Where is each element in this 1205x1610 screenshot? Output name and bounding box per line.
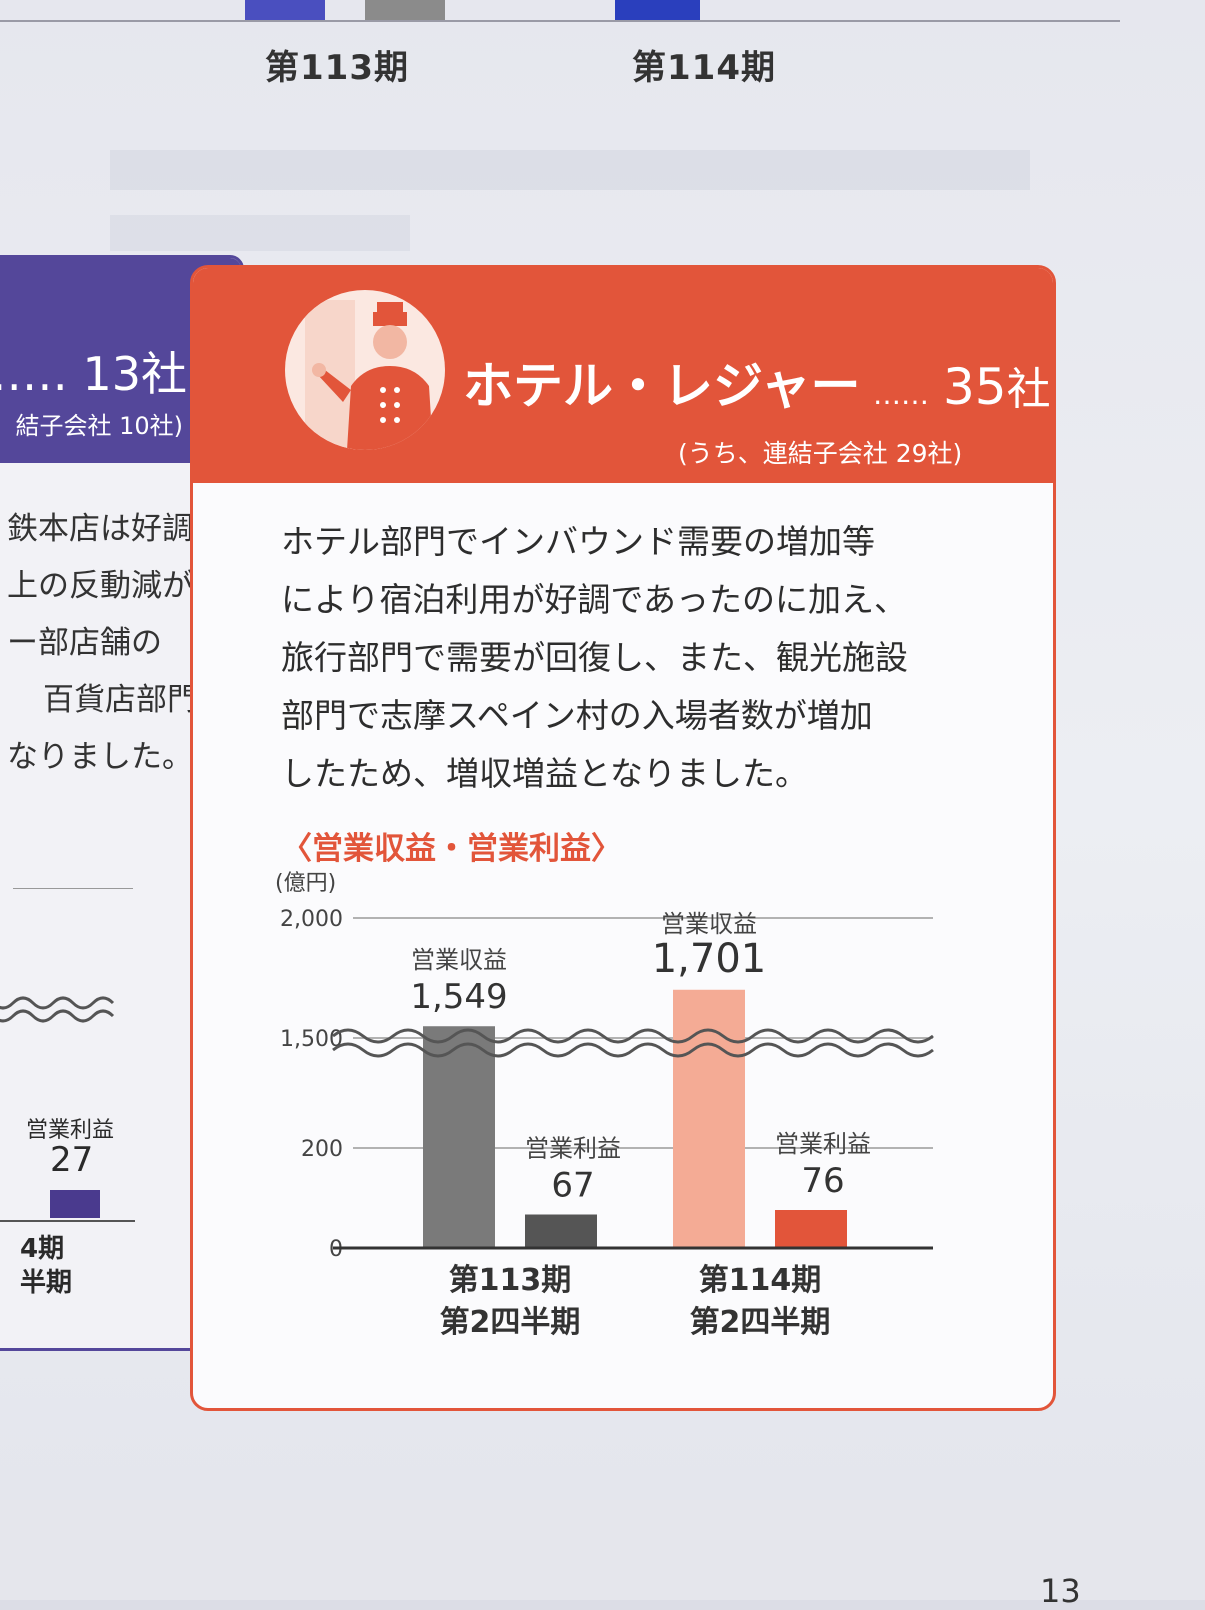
axis-break-wave [332,1042,934,1058]
profit-bar [775,1210,847,1248]
segment-description: ホテル部門でインバウンド需要の増加等 により宿泊利用が好調であったのに加え、 旅… [281,513,1001,803]
operating-profit-value: 27 [50,1140,94,1180]
period-label: 4期 [20,1234,65,1264]
segment-title: ホテル・レジャー [463,357,861,415]
ghost-bleed [110,215,410,251]
company-count: …… 13社 [0,347,187,401]
body-line: なりました。 [7,739,193,775]
operating-profit-label: 営業利益 [26,1118,115,1143]
body-line: 部門で志摩スペイン村の入場者数が増加 [281,696,873,735]
chart-title: 〈営業収益・営業利益〉 [281,831,622,867]
count-dots: …… [873,378,929,411]
card-header: ホテル・レジャー …… 35社 (うち、連結子会社 29社) [193,268,1053,483]
body-line: ー部店舗の [7,625,162,661]
series-name-label: 営業利益 [525,1135,621,1163]
series-name-label: 営業収益 [411,946,507,974]
chart-baseline [0,1220,135,1222]
category-sub-label: 第2四半期 [440,1305,581,1340]
quarter-label: 半期 [20,1268,73,1298]
category-sub-label: 第2四半期 [690,1305,831,1340]
company-count: …… 35社 [873,353,1051,417]
left-chart-break [0,996,115,1023]
body-line: 上の反動減が [7,568,193,604]
top-chart-bar [615,0,700,22]
ghost-bleed [110,150,1030,190]
body-line: ホテル部門でインバウンド需要の増加等 [281,522,875,561]
body-line: したため、増収増益となりました。 [281,754,809,793]
page-bottom [0,1500,1205,1600]
profit-bar [525,1214,597,1248]
operating-profit-bar [50,1190,100,1218]
count-number: 35 [943,358,1007,416]
series-name-label: 営業収益 [661,910,757,938]
subsidiary-count: (うち、連結子会社 29社) [678,439,963,468]
body-line: 旅行部門で需要が回復し、また、観光施設 [281,638,908,677]
axis-break-wave [332,1028,934,1044]
category-label: 第113期 [449,1263,572,1298]
revenue-bar [673,989,745,1248]
series-name-label: 営業利益 [775,1130,871,1158]
top-chart-bar [245,0,325,22]
hotel-leisure-card: ホテル・レジャー …… 35社 (うち、連結子会社 29社) ホテル部門でインバ… [190,265,1056,1411]
y-tick-label: 1,500 [280,1027,343,1052]
data-value-label: 1,549 [410,977,507,1017]
y-tick-label: 200 [301,1137,343,1162]
data-value-label: 76 [801,1161,844,1201]
bellhop-icon [285,290,445,450]
subsidiary-count: 結子会社 10社) [15,412,183,440]
revenue-bar [423,1026,495,1248]
data-value-label: 1,701 [652,936,767,982]
body-line: により宿泊利用が好調であったのに加え、 [281,580,908,619]
left-grid-line [13,888,133,889]
bars [423,989,847,1248]
top-period-label: 第113期 [265,48,409,88]
body-line: 百貨店部門 [43,682,198,718]
data-value-label: 67 [551,1166,594,1206]
top-chart-bar [365,0,445,22]
top-period-label: 第114期 [632,48,776,88]
count-unit: 社 [1006,364,1051,415]
page-number: 13 [1040,1572,1081,1610]
y-axis-unit: (億円) [275,871,336,896]
body-line: 鉄本店は好調 [7,511,193,547]
category-label: 第114期 [699,1263,822,1298]
y-tick-label: 2,000 [280,907,343,932]
top-chart-axis [0,20,1120,22]
